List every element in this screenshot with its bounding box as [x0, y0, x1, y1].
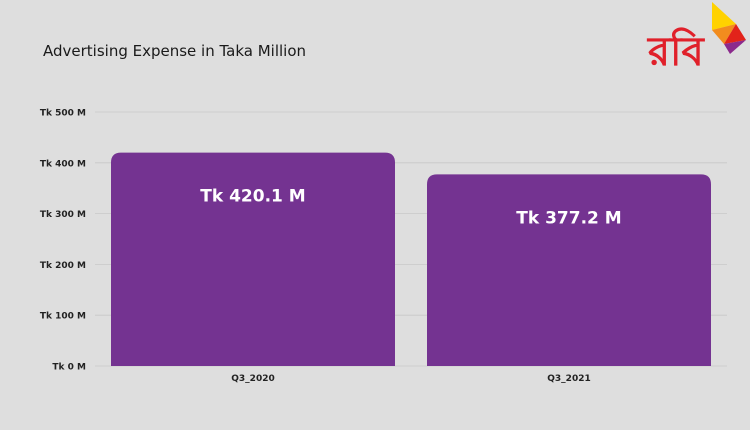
data-label: Tk 420.1 M [200, 187, 305, 207]
y-tick-label: Tk 400 M [40, 159, 86, 169]
data-label: Tk 377.2 M [516, 208, 621, 228]
y-tick-label: Tk 200 M [40, 261, 86, 271]
x-tick-label: Q3_2020 [231, 374, 274, 384]
bar [111, 152, 395, 366]
y-tick-label: Tk 500 M [40, 109, 86, 119]
y-tick-label: Tk 0 M [52, 363, 86, 373]
y-tick-label: Tk 300 M [40, 210, 86, 220]
chart-title: Advertising Expense in Taka Million [43, 42, 307, 60]
logo-mark-icon [712, 2, 746, 54]
logo-text: রবি [648, 29, 704, 75]
y-tick-label: Tk 100 M [40, 312, 86, 322]
bar [427, 174, 711, 366]
robi-logo: রবি [648, 2, 748, 88]
x-tick-label: Q3_2021 [547, 374, 590, 384]
